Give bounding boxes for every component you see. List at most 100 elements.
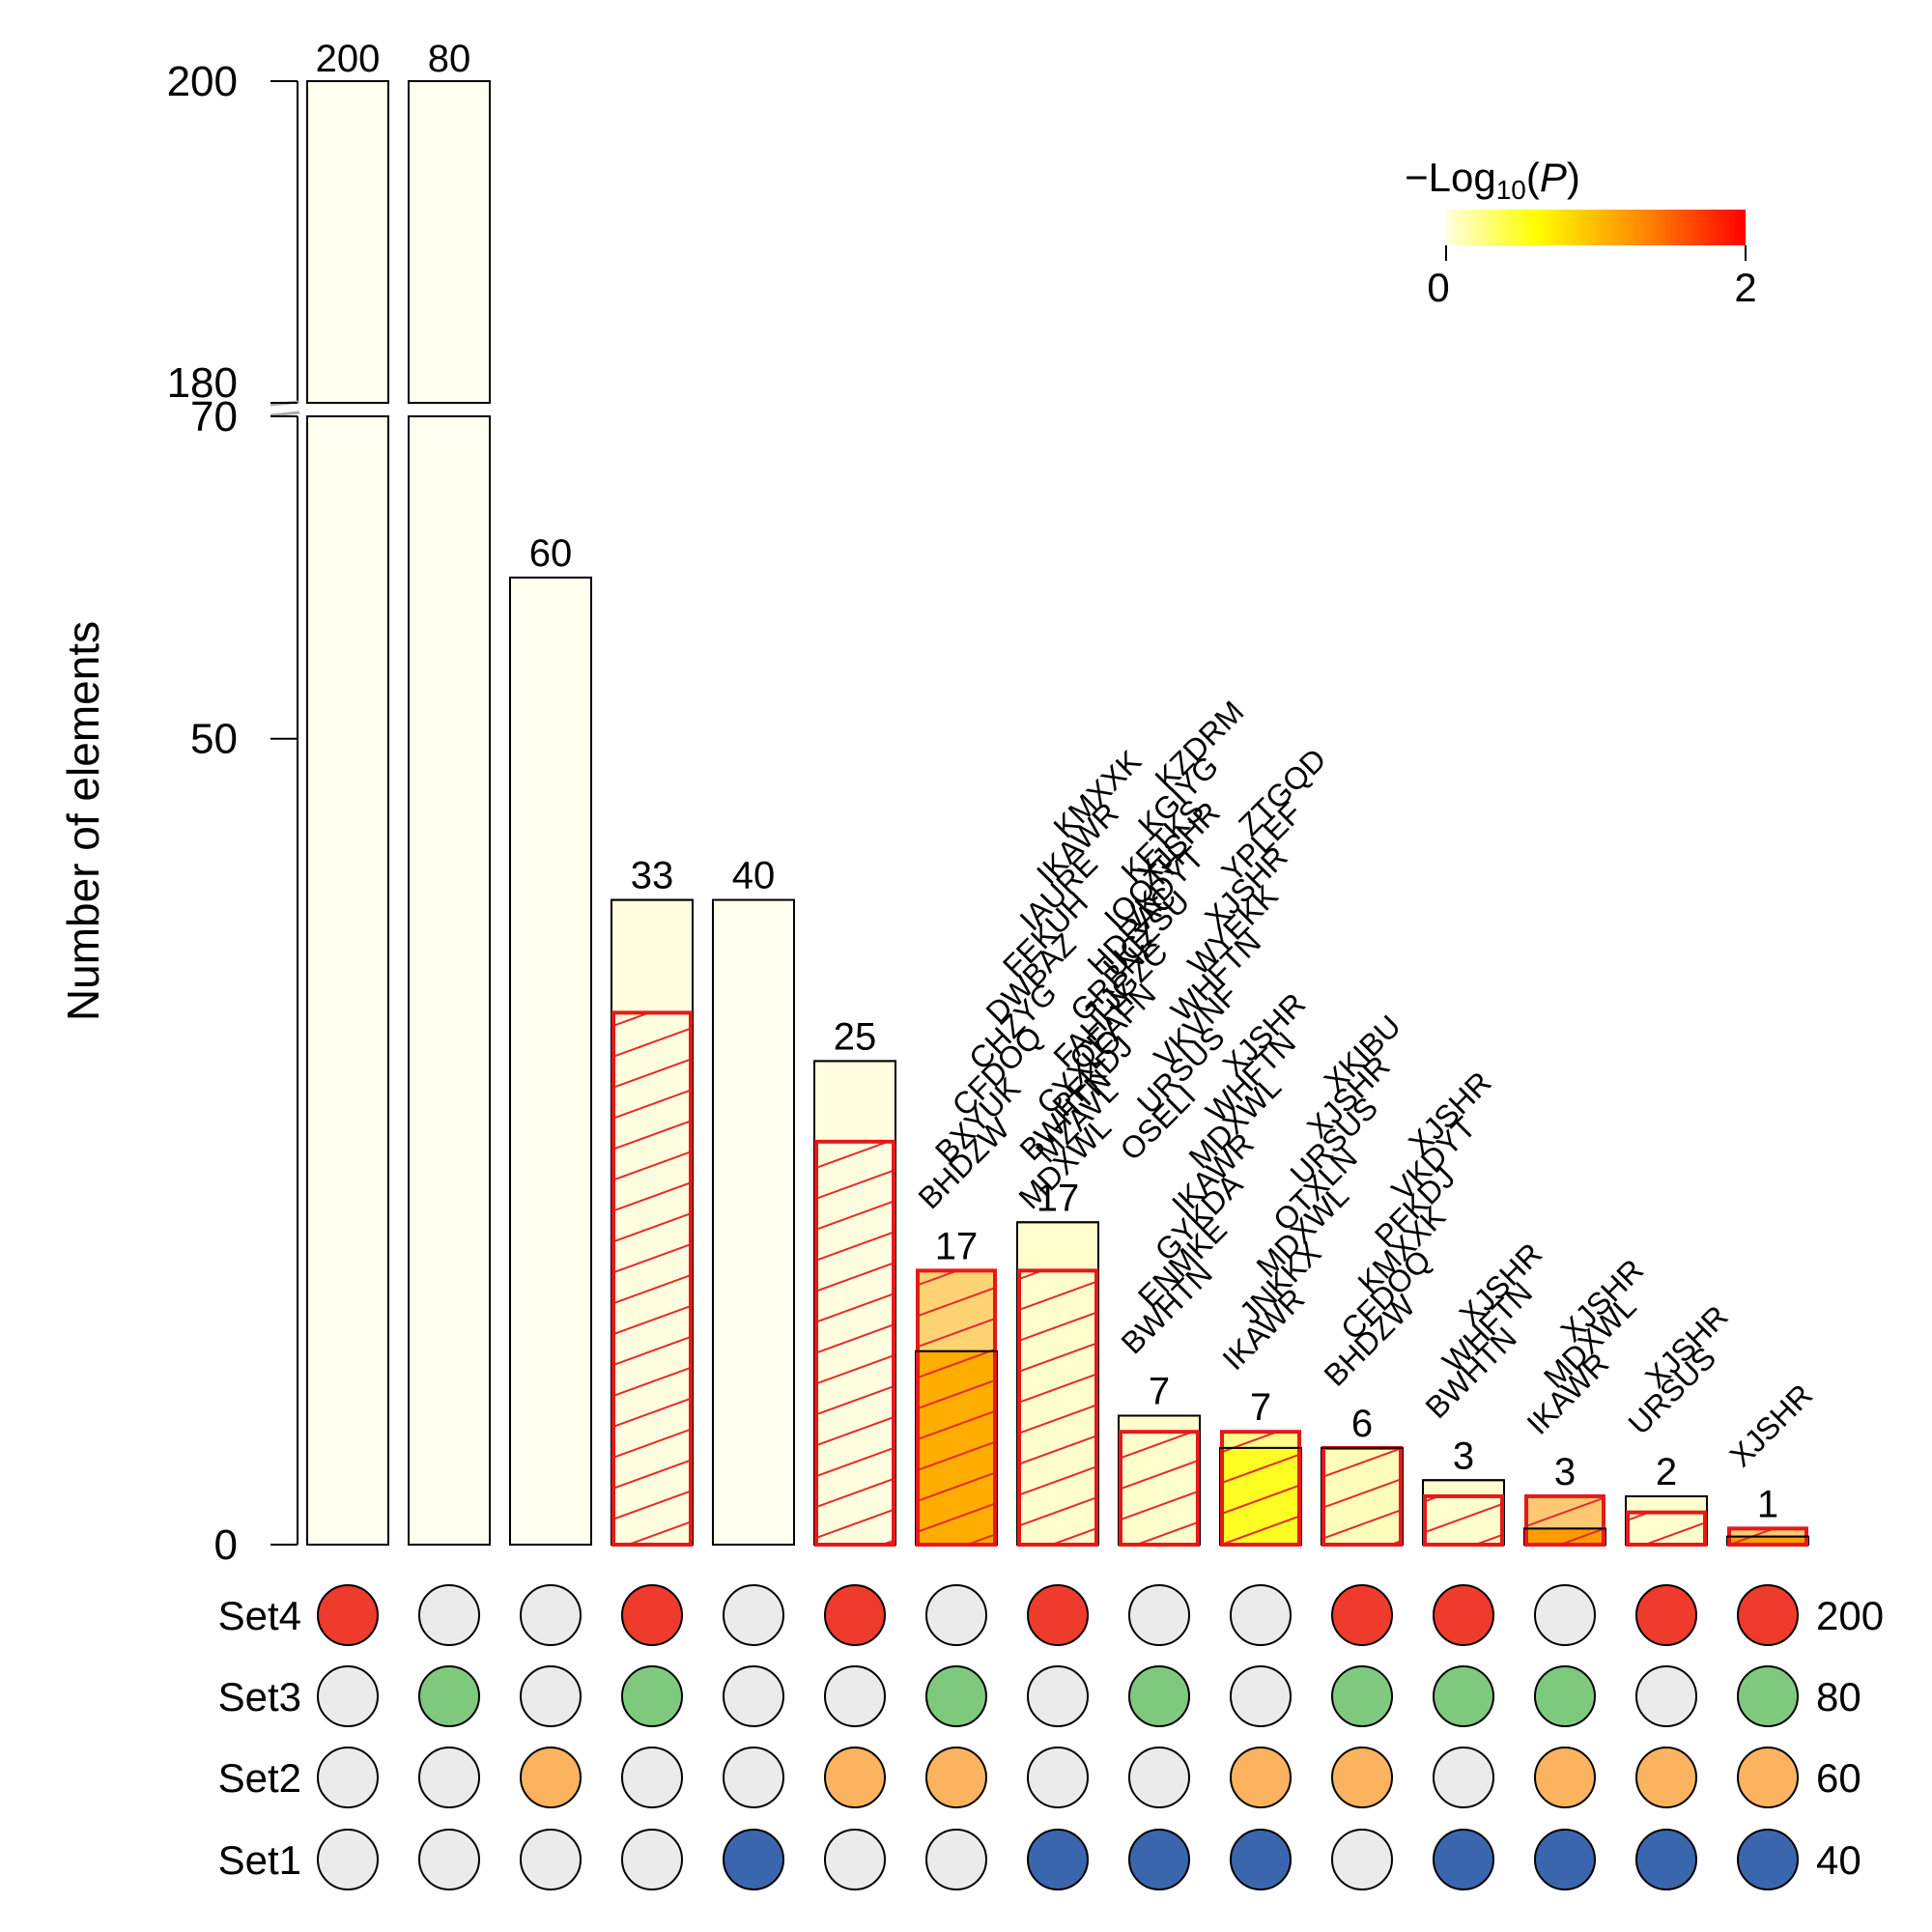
set-size-Set2: 60 bbox=[1816, 1755, 1861, 1801]
set-size-Set4: 200 bbox=[1816, 1593, 1884, 1638]
bar-hatch-3 bbox=[611, 1012, 693, 1545]
bar-expected-outline-3 bbox=[611, 1010, 693, 1548]
matrix-dot bbox=[1635, 1747, 1697, 1808]
matrix-dot bbox=[1737, 1665, 1799, 1727]
matrix-dot bbox=[317, 1747, 379, 1808]
set-name-Set2: Set2 bbox=[218, 1755, 301, 1801]
y-tick-label-50: 50 bbox=[190, 716, 238, 763]
matrix-dot bbox=[1433, 1747, 1494, 1808]
bar-count-label-6: 17 bbox=[935, 1225, 979, 1267]
matrix-dot bbox=[1230, 1747, 1292, 1808]
bar-hatch-10 bbox=[1321, 1447, 1403, 1545]
bar-hatch-13 bbox=[1626, 1512, 1707, 1545]
bar-group-3: 33 bbox=[611, 855, 694, 1548]
matrix-dot bbox=[824, 1747, 886, 1808]
matrix-dot bbox=[925, 1747, 987, 1808]
bar-expected-outline-8 bbox=[1119, 1430, 1200, 1547]
matrix-dot bbox=[1433, 1584, 1494, 1646]
colorbar-label-max: 2 bbox=[1734, 265, 1756, 310]
matrix-dot bbox=[1331, 1665, 1393, 1727]
matrix-dot bbox=[317, 1829, 379, 1890]
matrix-dot bbox=[925, 1665, 987, 1727]
set-size-Set1: 40 bbox=[1816, 1837, 1861, 1883]
matrix-dot bbox=[1534, 1829, 1596, 1890]
bar-group-2: 60 bbox=[509, 532, 592, 1546]
matrix-dot bbox=[1128, 1665, 1190, 1727]
matrix-dot bbox=[418, 1747, 480, 1808]
bar-expected-outline-9 bbox=[1220, 1430, 1301, 1547]
bar-hatch-8 bbox=[1119, 1432, 1200, 1545]
matrix-dot bbox=[1128, 1747, 1190, 1808]
matrix-dot bbox=[520, 1584, 582, 1646]
matrix-dot bbox=[1737, 1829, 1799, 1890]
bar-count-label-2: 60 bbox=[529, 532, 573, 575]
bar-group-5: 25 bbox=[813, 1015, 896, 1548]
colorbar-label-min: 0 bbox=[1427, 265, 1449, 310]
bar-group-10: 6 bbox=[1321, 1403, 1404, 1548]
set-name-Set4: Set4 bbox=[218, 1593, 301, 1638]
matrix-dot bbox=[1027, 1584, 1089, 1646]
bar-count-label-12: 3 bbox=[1554, 1451, 1576, 1493]
matrix-dot bbox=[418, 1829, 480, 1890]
bar-expected-outline-7 bbox=[1017, 1268, 1098, 1548]
matrix-dot bbox=[1534, 1584, 1596, 1646]
matrix-dot bbox=[1331, 1747, 1393, 1808]
bar-group-11: 3 bbox=[1422, 1435, 1505, 1548]
matrix-dot bbox=[1737, 1584, 1799, 1646]
bar-count-label-8: 7 bbox=[1149, 1371, 1170, 1413]
set-matrix: Set4 200 Set3 80 Set2 60 Set1 40 bbox=[218, 1584, 1884, 1890]
matrix-dot bbox=[824, 1584, 886, 1646]
y-tick-label-180: 180 bbox=[167, 359, 238, 407]
bar-count-label-4: 40 bbox=[732, 855, 776, 897]
colorbar-gradient bbox=[1446, 210, 1746, 245]
matrix-dot bbox=[621, 1584, 683, 1646]
bar-hatch-5 bbox=[814, 1141, 895, 1545]
matrix-dot bbox=[317, 1665, 379, 1727]
y-axis-label: Number of elements bbox=[58, 621, 108, 1021]
matrix-dot bbox=[1534, 1665, 1596, 1727]
matrix-dot bbox=[1331, 1584, 1393, 1646]
matrix-dot bbox=[1534, 1747, 1596, 1808]
matrix-dot bbox=[723, 1747, 784, 1808]
matrix-dot bbox=[621, 1829, 683, 1890]
matrix-dot bbox=[1635, 1584, 1697, 1646]
bar-count-label-0: 200 bbox=[316, 38, 381, 80]
matrix-dot bbox=[1230, 1584, 1292, 1646]
y-tick-label-0: 0 bbox=[214, 1521, 238, 1569]
matrix-dot bbox=[824, 1829, 886, 1890]
bar-count-label-10: 6 bbox=[1351, 1403, 1373, 1445]
bar-hatch-6 bbox=[916, 1270, 997, 1545]
gene-label: XJSHR bbox=[1722, 1378, 1819, 1474]
bar-lower-1 bbox=[408, 415, 491, 1546]
bar-count-label-5: 25 bbox=[834, 1015, 877, 1058]
matrix-dot bbox=[1128, 1829, 1190, 1890]
matrix-dot bbox=[621, 1665, 683, 1727]
bar-group-13: 2 bbox=[1625, 1451, 1708, 1547]
y-tick-label-70: 70 bbox=[190, 393, 238, 440]
bar-count-label-11: 3 bbox=[1453, 1435, 1474, 1477]
matrix-dot bbox=[925, 1584, 987, 1646]
matrix-dot bbox=[317, 1584, 379, 1646]
matrix-dot bbox=[1027, 1829, 1089, 1890]
matrix-dot bbox=[723, 1829, 784, 1890]
bar-count-label-9: 7 bbox=[1250, 1386, 1271, 1429]
set-size-Set3: 80 bbox=[1816, 1674, 1861, 1719]
matrix-dot bbox=[1027, 1747, 1089, 1808]
bar-count-label-1: 80 bbox=[428, 38, 471, 80]
matrix-dot bbox=[1635, 1665, 1697, 1727]
set-name-Set1: Set1 bbox=[218, 1837, 301, 1883]
matrix-dot bbox=[520, 1829, 582, 1890]
matrix-dot bbox=[925, 1829, 987, 1890]
bar-count-label-3: 33 bbox=[631, 855, 674, 897]
axis-break-mark-lower bbox=[270, 411, 300, 417]
set-name-Set3: Set3 bbox=[218, 1674, 301, 1719]
matrix-dot bbox=[621, 1747, 683, 1808]
bar-count-label-7: 17 bbox=[1037, 1177, 1080, 1219]
matrix-dot bbox=[520, 1747, 582, 1808]
matrix-dot bbox=[418, 1584, 480, 1646]
matrix-dot bbox=[1027, 1665, 1089, 1727]
bar-group-9: 7 bbox=[1219, 1386, 1302, 1547]
matrix-dot bbox=[1737, 1747, 1799, 1808]
